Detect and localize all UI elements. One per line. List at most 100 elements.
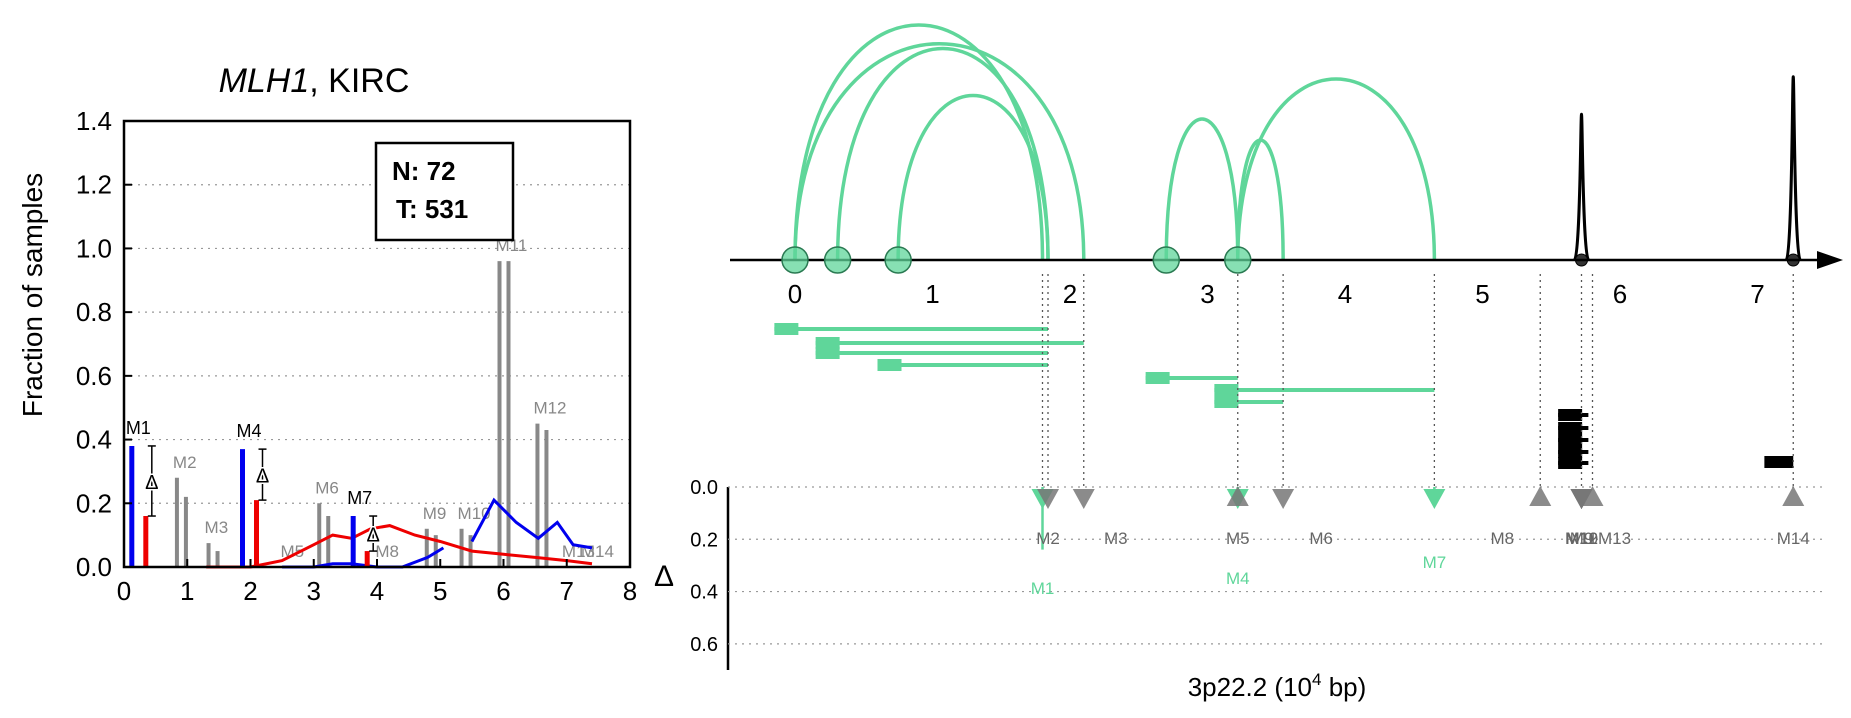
normal-coverage-line <box>470 497 593 550</box>
legend-t: T: 531 <box>396 194 468 224</box>
module-label: M3 <box>1104 529 1128 548</box>
left-xtick-label: 8 <box>623 576 637 606</box>
delta-tick-label: 0.0 <box>690 477 718 499</box>
module-label: M8 <box>1490 529 1514 548</box>
genome-tick-label: 1 <box>925 279 939 309</box>
gray-module-label: M2 <box>173 453 197 472</box>
delta-axis-label: Δ <box>654 560 674 593</box>
splice-arc <box>1164 117 1240 261</box>
highlight-module-label: M7 <box>347 488 372 508</box>
delta-marker: Δ <box>256 466 269 488</box>
module-label: M1 <box>1031 579 1055 598</box>
module-label: M2 <box>1036 529 1060 548</box>
legend-box: N: 72 T: 531 <box>374 141 515 242</box>
highlight-module-label: M4 <box>237 421 262 441</box>
green-isoform-exon <box>877 359 902 371</box>
green-isoform-exon <box>815 347 840 359</box>
left-xtick-label: 0 <box>117 576 131 606</box>
gray-module-label: M8 <box>375 542 399 561</box>
left-ytick-label: 1.4 <box>76 106 112 136</box>
gray-module-label: M10 <box>458 504 491 523</box>
left-ytick-label: 1.0 <box>76 233 112 263</box>
gray-module-label: M12 <box>533 399 566 418</box>
module-triangle-down <box>1037 489 1059 509</box>
gray-module-label: M3 <box>205 518 229 537</box>
module-triangle-up <box>1529 486 1552 506</box>
coverage-peak <box>1784 75 1802 261</box>
delta-tick-label: 0.4 <box>690 582 718 604</box>
left-ytick-label: 0.8 <box>76 297 112 327</box>
left-xtick-label: 5 <box>433 576 447 606</box>
module-label: M14 <box>1777 529 1810 548</box>
module-label: M12 <box>1565 529 1598 548</box>
left-xtick-label: 3 <box>307 576 321 606</box>
left-ytick-label: 0.6 <box>76 361 112 391</box>
splice-arc <box>793 42 1086 261</box>
coverage-peak <box>1573 112 1590 261</box>
splice-site <box>884 246 912 274</box>
left-xtick-label: 4 <box>370 576 384 606</box>
module-label: M4 <box>1226 569 1250 588</box>
green-isoform-exon <box>774 323 799 335</box>
genome-tick-label: 4 <box>1338 279 1352 309</box>
genome-axis-arrow <box>1817 251 1843 269</box>
left-ticks: 0.0 0.2 0.4 0.6 0.8 1.0 1.2 1.4 0 1 2 3 4 5 6 7 8 <box>76 106 637 606</box>
green-isoform-exon <box>1214 396 1239 408</box>
module-triangle-up <box>1581 486 1604 506</box>
genome-tick-label: 7 <box>1750 279 1764 309</box>
black-isoform-exon <box>1764 456 1794 468</box>
green-isoform-exon <box>815 337 840 349</box>
splice-site <box>1224 246 1252 274</box>
module-label: M6 <box>1309 529 1333 548</box>
genome-tick-label: 0 <box>788 279 802 309</box>
left-ytick-label: 0.4 <box>76 425 112 455</box>
genome-tick-label: 5 <box>1475 279 1489 309</box>
tumor-coverage-line <box>206 524 593 569</box>
module-triangle-up <box>1226 486 1249 506</box>
module-triangle-down <box>1272 489 1295 509</box>
splice-arc <box>1236 138 1285 261</box>
legend-n: N: 72 <box>392 156 456 186</box>
green-isoform-exon <box>1214 384 1239 396</box>
module-label: M10 <box>1565 529 1598 548</box>
gray-module-label: M9 <box>423 504 447 523</box>
delta-tick-label: 0.6 <box>690 634 718 656</box>
left-xtick-label: 7 <box>560 576 574 606</box>
module-triangle-down <box>1423 489 1446 509</box>
left-chart-ylabel: Fraction of samples <box>17 173 48 417</box>
delta-marker: Δ <box>367 525 380 547</box>
splice-site <box>1152 246 1180 274</box>
genome-tick-label: 6 <box>1613 279 1627 309</box>
left-ytick-label: 1.2 <box>76 170 112 200</box>
genome-tick-label: 2 <box>1063 279 1077 309</box>
left-ytick-label: 0.0 <box>76 552 112 582</box>
splice-arc <box>1236 77 1437 261</box>
module-triangle-up <box>1782 486 1805 506</box>
splice-site <box>823 246 852 274</box>
left-xtick-label: 2 <box>243 576 257 606</box>
splice-arc <box>835 46 1050 261</box>
module-label: M13 <box>1598 529 1631 548</box>
gray-module-label: M6 <box>315 478 339 497</box>
module-label: M5 <box>1226 529 1250 548</box>
normal-coverage-line <box>282 546 445 569</box>
gray-module-label: M14 <box>581 542 614 561</box>
module-label: M7 <box>1423 553 1447 572</box>
genome-axis: 0 1 2 3 4 5 6 7 <box>730 246 1843 309</box>
genome-tick-label: 3 <box>1200 279 1214 309</box>
gray-module-label: M5 <box>280 542 304 561</box>
module-label: M9 <box>1570 529 1594 548</box>
module-triangle-down <box>1072 489 1095 509</box>
left-chart-title: MLH1, KIRC <box>219 62 410 100</box>
left-chart-title-rest: , KIRC <box>309 62 409 100</box>
splice-arcs <box>793 23 1802 267</box>
left-xtick-label: 6 <box>496 576 510 606</box>
left-ytick-label: 0.2 <box>76 488 112 518</box>
green-isoform-exon <box>1145 372 1170 384</box>
right-chart-xlabel: 3p22.2 (104 bp) <box>1188 670 1367 702</box>
highlight-module-label: M1 <box>126 418 151 438</box>
